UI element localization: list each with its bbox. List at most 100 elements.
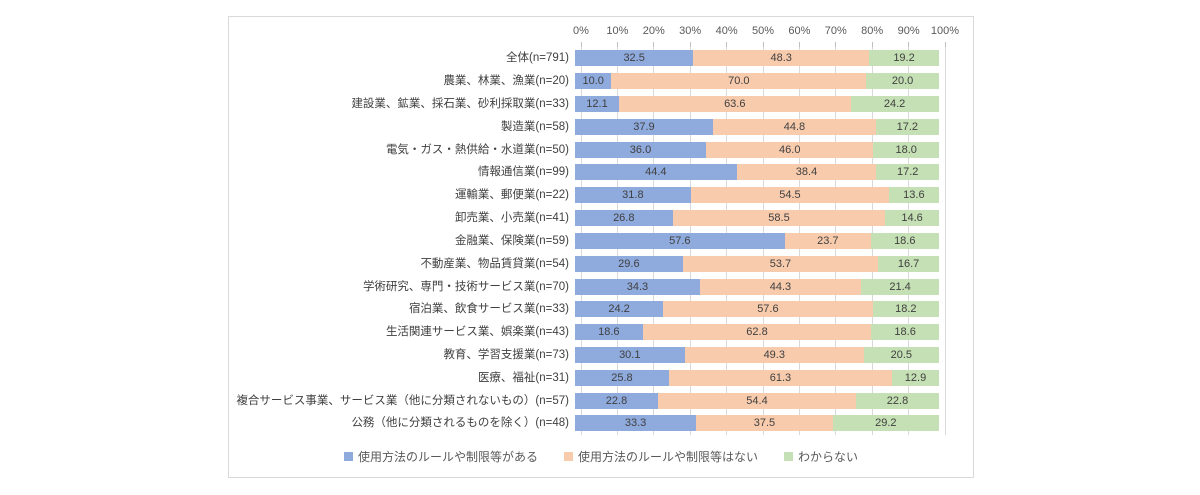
bar-segment: 54.5 [690, 187, 890, 204]
chart-row: 建設業、鉱業、採石業、砂利採取業(n=33) 12.1 63.6 24.2 [229, 96, 945, 113]
bar-value-label: 19.2 [893, 52, 915, 65]
stacked-bar-chart: 0% 10% 20% 30% 40% 50% 60% 70% 80% 90% 100% 全体(n=7… [228, 16, 974, 478]
bar-track: 57.6 23.7 18.6 [575, 232, 939, 249]
bar-segment: 57.6 [575, 232, 785, 249]
category-label: 製造業(n=58) [500, 120, 569, 133]
bar-value-label: 10.0 [582, 75, 604, 88]
bar-segment: 38.4 [736, 164, 877, 181]
bar-segment: 44.8 [712, 118, 877, 135]
bar-segment: 37.5 [696, 415, 833, 432]
bar-value-label: 61.3 [769, 371, 792, 384]
bar-segment: 12.1 [575, 96, 620, 113]
legend-label: 使用方法のルールや制限等がある [357, 449, 538, 464]
bar-segment: 19.2 [869, 50, 939, 67]
x-axis-tick [944, 42, 946, 47]
x-axis-tick [908, 42, 910, 47]
category-label: 電気・ガス・熱供給・水道業(n=50) [385, 143, 569, 156]
bar-value-label: 22.8 [605, 394, 628, 407]
bar-value-label: 44.8 [783, 120, 806, 133]
bar-track: 24.2 57.6 18.2 [575, 301, 939, 318]
bar-track: 37.9 44.8 17.2 [575, 118, 939, 135]
bar-segment: 33.3 [575, 415, 697, 432]
bar-track: 25.8 61.3 12.9 [575, 369, 939, 386]
bar-track: 29.6 53.7 16.7 [575, 255, 939, 272]
bar-value-label: 22.8 [886, 394, 909, 407]
bar-segment: 16.7 [878, 255, 939, 272]
x-axis-tick-label: 20% [642, 25, 665, 37]
bar-value-label: 18.6 [894, 234, 916, 247]
legend-label: わからない [798, 449, 859, 464]
bar-value-label: 30.1 [619, 348, 641, 361]
bar-segment: 70.0 [611, 73, 867, 90]
bar-segment: 61.3 [668, 369, 893, 386]
bar-segment: 44.3 [699, 278, 862, 295]
x-axis-tick-label: 50% [751, 25, 775, 37]
x-axis-tick [653, 42, 655, 47]
bar-value-label: 34.3 [626, 280, 649, 293]
category-label: 宿泊業、飲食サービス業(n=33) [408, 303, 569, 316]
bar-track: 44.4 38.4 17.2 [575, 164, 939, 181]
chart-row: 宿泊業、飲食サービス業(n=33) 24.2 57.6 18.2 [229, 301, 945, 318]
bar-segment: 49.3 [684, 346, 864, 363]
x-axis-tick-label: 70% [824, 25, 847, 37]
bar-segment: 24.2 [575, 301, 664, 318]
legend-swatch [563, 451, 573, 461]
bar-track: 12.1 63.6 24.2 [575, 96, 939, 113]
bar-segment: 18.2 [872, 301, 939, 318]
category-label: 情報通信業(n=99) [477, 166, 569, 179]
category-label: 学術研究、専門・技術サービス業(n=70) [362, 280, 569, 293]
bar-value-label: 26.8 [613, 212, 635, 225]
chart-row: 全体(n=791) 32.5 48.3 19.2 [229, 50, 945, 67]
bar-value-label: 17.2 [896, 120, 919, 133]
chart-row: 不動産業、物品賃貸業(n=54) 29.6 53.7 16.7 [229, 255, 945, 272]
bar-value-label: 37.9 [633, 120, 655, 133]
bar-segment: 44.4 [575, 164, 737, 181]
bar-segment: 62.8 [642, 324, 872, 341]
chart-row: 金融業、保険業(n=59) 57.6 23.7 18.6 [229, 232, 945, 249]
x-axis-tick-label: 40% [715, 25, 738, 37]
bar-value-label: 37.5 [753, 417, 776, 430]
x-axis-tick [580, 42, 582, 47]
bar-segment: 36.0 [575, 141, 707, 158]
category-label: 卸売業、小売業(n=41) [454, 212, 569, 225]
bar-value-label: 16.7 [897, 257, 920, 270]
bar-segment: 54.4 [657, 392, 856, 409]
bar-segment: 57.6 [663, 301, 873, 318]
bar-segment: 48.3 [693, 50, 870, 67]
category-label: 不動産業、物品賃貸業(n=54) [420, 257, 569, 270]
category-label: 農業、林業、漁業(n=20) [443, 75, 569, 88]
chart-row: 複合サービス事業、サービス業（他に分類されないもの）(n=57) 22.8 54.4… [229, 392, 945, 409]
bar-value-label: 33.3 [624, 417, 647, 430]
bar-segment: 20.5 [864, 346, 939, 363]
bar-value-label: 54.5 [779, 189, 801, 202]
category-label: 全体(n=791) [506, 52, 569, 65]
bar-value-label: 44.4 [645, 166, 667, 179]
bar-value-label: 38.4 [795, 166, 818, 179]
legend-item: 使用方法のルールや制限等はない [563, 448, 758, 465]
bar-value-label: 18.6 [894, 326, 916, 339]
chart-row: 生活関連サービス業、娯楽業(n=43) 18.6 62.8 18.6 [229, 324, 945, 341]
x-axis-tick-label: 30% [679, 25, 702, 37]
bar-segment: 22.8 [856, 392, 939, 409]
x-axis-labels: 0% 10% 20% 30% 40% 50% 60% 70% 80% 90% 100% [573, 24, 959, 38]
bar-segment: 18.6 [575, 324, 643, 341]
x-axis-tick-marks [580, 42, 946, 47]
category-label: 複合サービス事業、サービス業（他に分類されないもの）(n=57) [236, 394, 569, 407]
bar-track: 18.6 62.8 18.6 [575, 324, 939, 341]
bar-segment: 34.3 [575, 278, 700, 295]
x-axis-tick-label: 0% [573, 25, 589, 37]
bar-segment: 31.8 [575, 187, 691, 204]
bar-track: 34.3 44.3 21.4 [575, 278, 939, 295]
bar-value-label: 21.4 [889, 280, 911, 293]
bar-value-label: 12.1 [586, 98, 608, 111]
chart-row: 医療、福祉(n=31) 25.8 61.3 12.9 [229, 369, 945, 386]
bar-value-label: 13.6 [903, 189, 925, 202]
category-label: 金融業、保険業(n=59) [454, 234, 569, 247]
bar-segment: 37.9 [575, 118, 713, 135]
chart-rows: 全体(n=791) 32.5 48.3 19.2 農業、林業、漁業(n=20) 10.0 7… [229, 47, 945, 435]
x-axis-tick-label: 10% [606, 25, 629, 37]
bar-segment: 26.8 [575, 210, 673, 227]
bar-track: 22.8 54.4 22.8 [575, 392, 939, 409]
bar-value-label: 54.4 [746, 394, 768, 407]
bar-value-label: 46.0 [779, 143, 801, 156]
